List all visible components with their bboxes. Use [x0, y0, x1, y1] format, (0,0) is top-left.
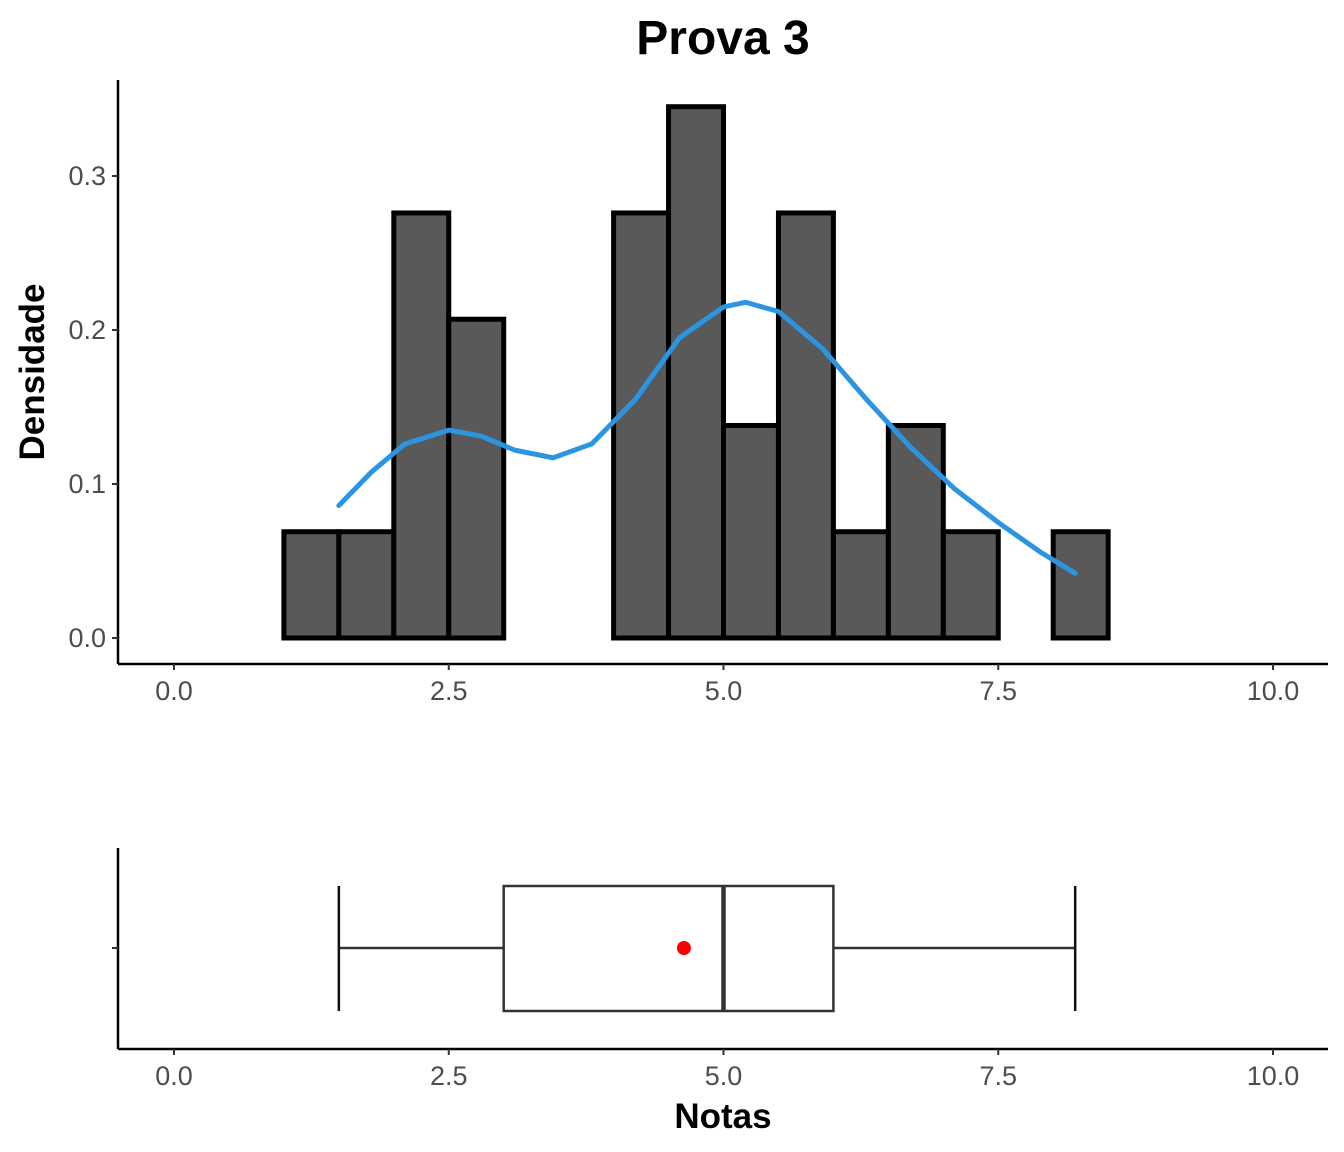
histogram-bar [721, 422, 781, 641]
histogram-panel: 0.0 0.1 0.2 0.3 0.0 2.5 5.0 7.5 10.0 Densidade [13, 80, 1328, 706]
y-tick-label: 0.1 [68, 469, 106, 499]
histogram-bar [940, 529, 1001, 641]
x-tick-label: 0.0 [155, 676, 193, 706]
histogram-bar [391, 210, 452, 641]
histogram-bar [1050, 529, 1111, 641]
y-tick-label: 0.0 [68, 623, 106, 653]
box-x-tick-label: 7.5 [979, 1061, 1017, 1091]
histogram-bars [281, 104, 1111, 641]
x-tick-label: 10.0 [1247, 676, 1300, 706]
mean-point [676, 941, 691, 955]
box-x-tick-label: 2.5 [430, 1061, 468, 1091]
histogram-bar [446, 316, 507, 641]
box-x-tick-label: 10.0 [1247, 1061, 1300, 1091]
x-axis-title: Notas [674, 1097, 771, 1136]
histogram-bar [830, 529, 891, 641]
histogram-bar [281, 529, 342, 641]
box-x-axis-ticks: 0.0 2.5 5.0 7.5 10.0 [155, 1049, 1299, 1091]
y-tick-label: 0.2 [68, 315, 106, 345]
histogram-bar [611, 210, 672, 641]
iqr-box [502, 884, 835, 1013]
y-axis-title: Densidade [13, 284, 52, 461]
histogram-bar [885, 422, 946, 641]
chart-title: Prova 3 [636, 12, 809, 65]
box-x-tick-label: 0.0 [155, 1061, 193, 1091]
density-curve [336, 299, 1078, 576]
x-tick-label: 7.5 [979, 676, 1017, 706]
x-axis-ticks: 0.0 2.5 5.0 7.5 10.0 [155, 664, 1299, 706]
y-axis-ticks: 0.0 0.1 0.2 0.3 [68, 161, 118, 653]
x-tick-label: 5.0 [705, 676, 743, 706]
box-x-tick-label: 5.0 [705, 1061, 743, 1091]
boxplot [337, 884, 1077, 1013]
histogram-bar [336, 529, 397, 641]
histogram-bar [775, 210, 836, 641]
boxplot-panel: 0.0 2.5 5.0 7.5 10.0 Notas [112, 848, 1328, 1136]
x-tick-label: 2.5 [430, 676, 468, 706]
histogram-bar [666, 104, 726, 641]
y-tick-label: 0.3 [68, 161, 106, 191]
